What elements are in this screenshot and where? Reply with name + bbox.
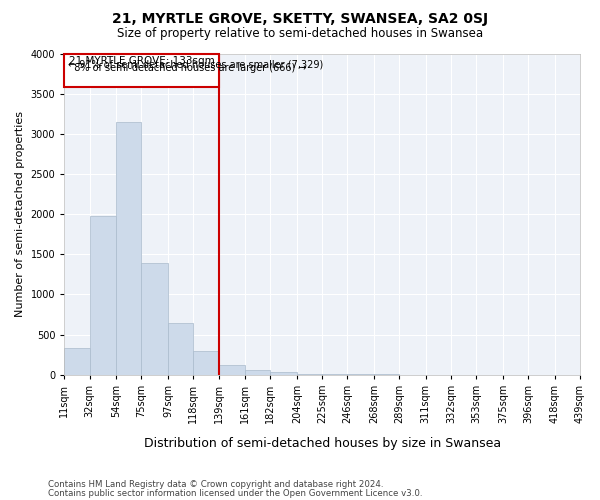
Bar <box>64 54 218 87</box>
Bar <box>245 370 271 374</box>
Bar <box>64 348 89 374</box>
Bar <box>116 122 142 374</box>
Text: Contains public sector information licensed under the Open Government Licence v3: Contains public sector information licen… <box>48 488 422 498</box>
Text: Contains HM Land Registry data © Crown copyright and database right 2024.: Contains HM Land Registry data © Crown c… <box>48 480 383 489</box>
Bar <box>89 216 116 374</box>
Text: 8% of semi-detached houses are larger (666) →: 8% of semi-detached houses are larger (6… <box>68 63 307 73</box>
Text: ← 91% of semi-detached houses are smaller (7,329): ← 91% of semi-detached houses are smalle… <box>68 60 323 70</box>
Bar <box>142 263 168 374</box>
Bar <box>271 372 297 374</box>
Bar <box>218 365 245 374</box>
Bar <box>193 350 218 374</box>
Text: 21, MYRTLE GROVE, SKETTY, SWANSEA, SA2 0SJ: 21, MYRTLE GROVE, SKETTY, SWANSEA, SA2 0… <box>112 12 488 26</box>
Bar <box>168 324 193 374</box>
Text: 21 MYRTLE GROVE: 133sqm: 21 MYRTLE GROVE: 133sqm <box>68 56 214 66</box>
X-axis label: Distribution of semi-detached houses by size in Swansea: Distribution of semi-detached houses by … <box>143 437 501 450</box>
Y-axis label: Number of semi-detached properties: Number of semi-detached properties <box>15 112 25 318</box>
Text: Size of property relative to semi-detached houses in Swansea: Size of property relative to semi-detach… <box>117 28 483 40</box>
